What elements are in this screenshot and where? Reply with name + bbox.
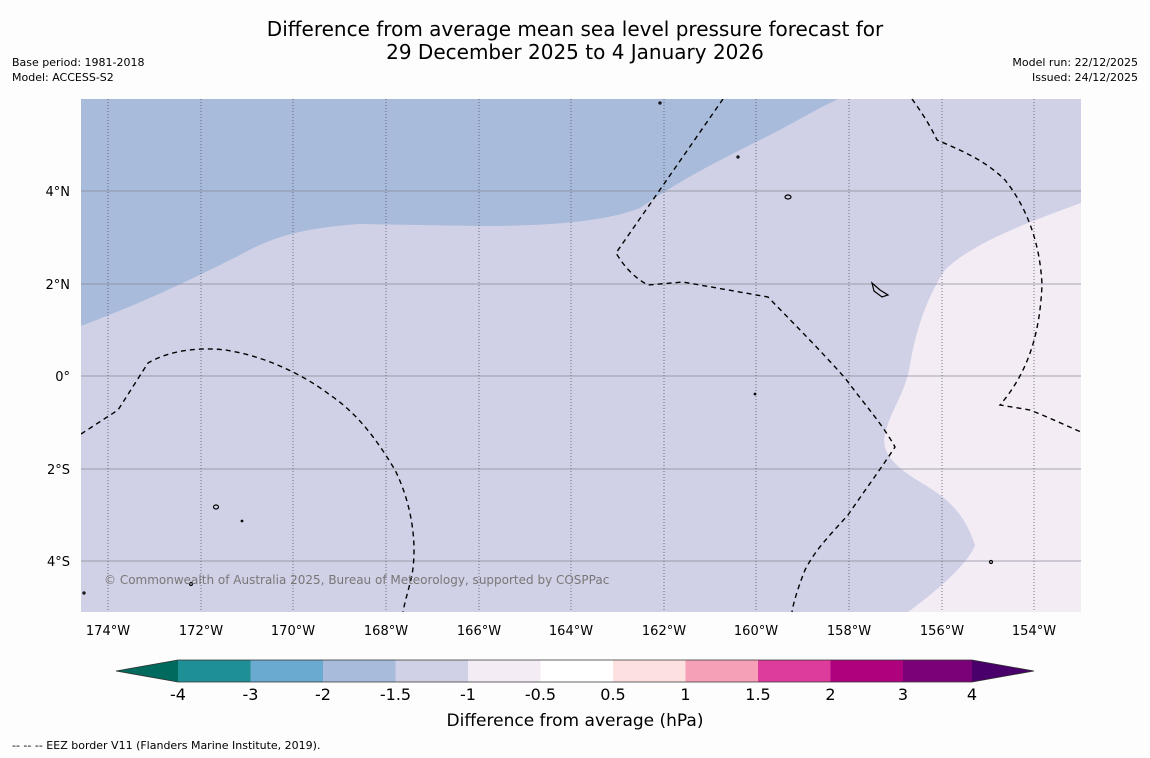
colorbar-tick: 1 — [680, 685, 690, 704]
colorbar-tick: -2 — [315, 685, 331, 704]
colorbar-tick: 0.5 — [600, 685, 625, 704]
island — [658, 101, 662, 105]
island — [188, 581, 194, 587]
eez-legend: -- -- -- EEZ border V11 (Flanders Marine… — [12, 739, 321, 752]
colorbar-extend-high — [972, 660, 1034, 682]
eez-border-west — [81, 348, 415, 612]
island — [736, 155, 740, 159]
colorbar-tick: 3 — [898, 685, 908, 704]
colorbar-swatch — [468, 660, 541, 682]
issued-date: Issued: 24/12/2025 — [1031, 71, 1138, 84]
lat-label: 0° — [55, 370, 70, 385]
lat-label: 2°N — [46, 278, 71, 293]
lon-label: 164°W — [549, 624, 593, 639]
meta-left: Base period: 1981-2018 Model: ACCESS-S2 — [12, 55, 144, 85]
colorbar-swatch — [613, 660, 686, 682]
island — [870, 281, 890, 298]
lon-label: 166°W — [457, 624, 501, 639]
title-line-1: Difference from average mean sea level p… — [266, 17, 884, 41]
colorbar-title: Difference from average (hPa) — [447, 711, 704, 731]
colorbar: -4 -3 -2 -1.5 -1 -0.5 0.5 1 1.5 2 3 4 Di… — [115, 659, 1035, 731]
eez-borders — [81, 99, 1081, 612]
map-area: © Commonwealth of Australia 2025, Bureau… — [81, 99, 1081, 612]
colorbar-swatch — [685, 660, 758, 682]
colorbar-ticks: -4 -3 -2 -1.5 -1 -0.5 0.5 1 1.5 2 3 4 — [170, 685, 977, 704]
lat-label: 4°N — [46, 185, 71, 200]
lon-label: 172°W — [179, 624, 223, 639]
meta-right: Model run: 22/12/2025 Issued: 24/12/2025 — [1012, 55, 1138, 85]
lon-label: 162°W — [642, 624, 686, 639]
anomaly-region-minus-1 — [884, 203, 1081, 612]
colorbar-tick: 1.5 — [745, 685, 770, 704]
base-period: Base period: 1981-2018 — [12, 56, 145, 69]
colorbar-outline — [115, 659, 1035, 683]
lat-labels: 4°N 2°N 0° 2°S 4°S — [46, 185, 71, 570]
colorbar-swatch — [395, 660, 468, 682]
colorbar-tick: -3 — [243, 685, 259, 704]
islands — [82, 101, 994, 595]
colorbar-swatch — [323, 660, 396, 682]
colorbar-extend-low — [116, 660, 178, 682]
island — [82, 591, 86, 595]
colorbar-tick: -1.5 — [380, 685, 411, 704]
colorbar-swatch — [903, 660, 972, 682]
lon-label: 154°W — [1012, 624, 1056, 639]
colorbar-tick: -0.5 — [525, 685, 556, 704]
lon-label: 174°W — [86, 624, 130, 639]
colorbar-swatch — [178, 660, 251, 682]
colorbar-swatch — [758, 660, 831, 682]
island — [240, 519, 244, 523]
colorbar-tick: 4 — [967, 685, 977, 704]
lon-label: 160°W — [734, 624, 778, 639]
lon-label: 168°W — [364, 624, 408, 639]
island — [988, 559, 994, 565]
island — [212, 504, 220, 510]
model-run: Model run: 22/12/2025 — [1012, 56, 1138, 69]
colorbar-tick: -4 — [170, 685, 186, 704]
eez-border-east — [911, 99, 1081, 433]
map-title: Difference from average mean sea level p… — [0, 18, 1150, 64]
title-line-2: 29 December 2025 to 4 January 2026 — [386, 40, 764, 64]
lon-label: 158°W — [827, 624, 871, 639]
lat-gridlines — [81, 190, 1081, 562]
lon-label: 170°W — [271, 624, 315, 639]
island — [784, 194, 792, 200]
model-name: Model: ACCESS-S2 — [12, 71, 114, 84]
colorbar-swatch — [830, 660, 903, 682]
colorbar-swatch — [540, 660, 613, 682]
colorbar-tick: 2 — [825, 685, 835, 704]
colorbar-swatch — [250, 660, 323, 682]
island — [753, 392, 757, 396]
anomaly-region-minus-2 — [81, 99, 838, 326]
copyright-text: © Commonwealth of Australia 2025, Bureau… — [104, 573, 609, 587]
eez-border-central — [615, 99, 896, 612]
colorbar-tick: -1 — [460, 685, 476, 704]
lon-label: 156°W — [920, 624, 964, 639]
lat-label: 4°S — [47, 555, 70, 570]
lat-label: 2°S — [47, 463, 70, 478]
lon-labels: 174°W 172°W 170°W 168°W 166°W 164°W 162°… — [86, 624, 1056, 639]
